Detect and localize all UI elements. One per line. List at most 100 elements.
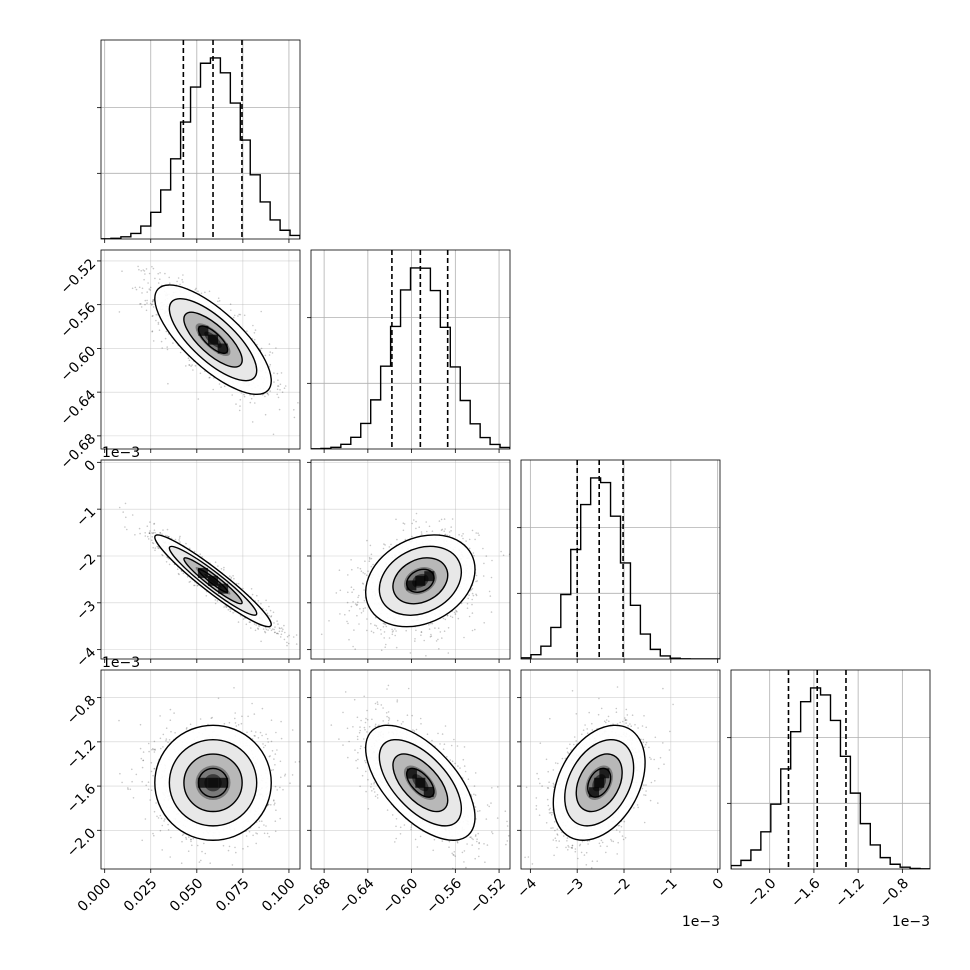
scatter-point: [429, 636, 432, 638]
scatter-point: [335, 592, 338, 594]
scatter-point: [273, 804, 276, 806]
scatter-point: [368, 560, 371, 562]
scatter-point: [471, 598, 474, 601]
scatter-point: [270, 615, 273, 617]
scatter-point: [274, 753, 277, 755]
scatter-point: [380, 649, 383, 652]
scatter-point: [461, 535, 463, 537]
scatter-point: [297, 402, 299, 404]
scatter-point: [356, 603, 359, 606]
scatter-point: [151, 330, 154, 332]
scatter-point: [155, 319, 157, 322]
scatter-point: [364, 560, 366, 562]
scatter-point: [402, 522, 405, 524]
scatter-point: [153, 529, 156, 531]
scatter-point: [500, 550, 502, 553]
scatter-point: [467, 597, 470, 600]
scatter-point: [178, 539, 180, 541]
scatter-point: [182, 281, 184, 283]
scatter-point: [471, 603, 473, 606]
contour-2: [168, 545, 258, 616]
scatter-point: [475, 532, 478, 534]
panel-2-0: [97, 459, 320, 663]
scatter-point: [359, 567, 362, 570]
scatter-point: [439, 631, 442, 633]
scatter-point: [295, 634, 298, 636]
scatter-point: [156, 545, 158, 548]
scatter-point: [284, 775, 286, 777]
scatter-point: [157, 321, 160, 324]
scatter-point: [455, 610, 458, 612]
scatter-point: [193, 550, 196, 553]
scatter-point: [168, 563, 171, 566]
scatter-point: [181, 834, 184, 837]
scatter-point: [318, 643, 320, 645]
scatter-point: [95, 248, 97, 250]
scatter-point: [208, 377, 210, 379]
density-peak: [208, 334, 219, 345]
scatter-point: [283, 387, 286, 390]
scatter-point: [273, 628, 276, 631]
panel-2-1: [307, 459, 511, 663]
scatter-point: [415, 520, 417, 523]
scatter-point: [391, 628, 393, 631]
scatter-point: [265, 609, 268, 612]
contour-0: [405, 568, 435, 593]
panel-1-1: [307, 249, 511, 453]
scatter-point: [260, 347, 263, 350]
contour-3: [154, 534, 272, 628]
scatter-point: [237, 315, 239, 317]
scatter-point: [140, 303, 142, 305]
scatter-point: [280, 633, 283, 636]
scatter-point: [482, 575, 485, 577]
scatter-point: [270, 615, 272, 618]
scatter-point: [428, 525, 431, 528]
scatter-point: [232, 612, 234, 614]
scatter-point: [121, 270, 123, 273]
scatter-point: [177, 277, 180, 279]
scatter-point: [463, 636, 465, 639]
scatter-point: [188, 364, 190, 366]
scatter-point: [131, 514, 134, 516]
scatter-point: [354, 648, 357, 650]
scatter-point: [138, 268, 140, 271]
scatter-point: [249, 401, 252, 404]
scatter-point: [382, 547, 385, 550]
scatter-point: [190, 365, 192, 367]
scatter-point: [158, 547, 160, 550]
scatter-point: [147, 282, 149, 284]
scatter-point: [441, 528, 444, 531]
scatter-point: [448, 534, 451, 537]
scatter-point: [278, 630, 281, 633]
panel-2-2: [517, 459, 721, 663]
scatter-point: [239, 313, 242, 316]
scatter-point: [229, 303, 232, 306]
scatter-point: [149, 302, 152, 305]
scatter-point: [346, 601, 349, 604]
density-peak: [415, 575, 426, 586]
scatter-point: [328, 620, 330, 622]
panel-1-0: [95, 248, 301, 453]
scatter-point: [189, 580, 192, 583]
scatter-point: [149, 289, 152, 291]
scatter-point: [435, 640, 438, 642]
scatter-point: [355, 604, 358, 607]
scatter-point: [239, 405, 241, 407]
scatter-point: [159, 278, 161, 281]
contour-3: [364, 534, 476, 628]
scatter-point: [257, 600, 260, 602]
scatter-point: [218, 383, 221, 385]
scatter-point: [283, 638, 286, 641]
scatter-point: [149, 530, 151, 532]
scatter-point: [425, 521, 428, 523]
scatter-point: [415, 629, 417, 632]
scatter-point: [122, 511, 124, 513]
scatter-point: [153, 767, 155, 770]
scatter-point: [280, 372, 283, 374]
density-peak: [406, 580, 417, 591]
scatter-point: [468, 615, 471, 618]
scatter-point: [238, 313, 240, 316]
scatter-point: [273, 799, 275, 801]
scatter-point: [146, 291, 148, 293]
scatter-point: [234, 722, 237, 724]
